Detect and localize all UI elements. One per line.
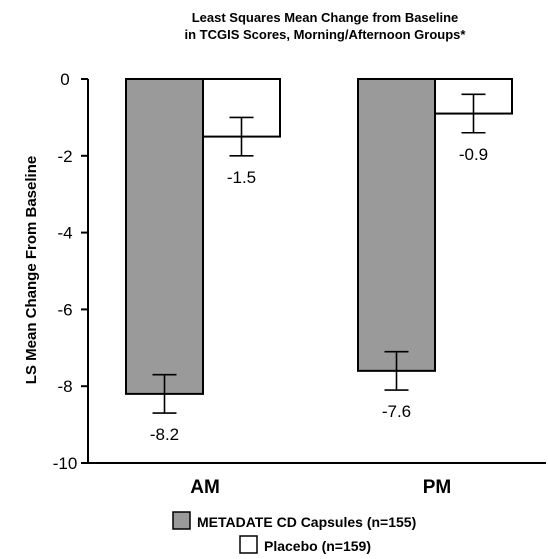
data-label: -8.2: [150, 425, 179, 444]
y-tick-label: 0: [60, 70, 69, 89]
legend-swatch: [172, 511, 191, 530]
x-tick-label: PM: [423, 477, 452, 498]
data-label: -0.9: [459, 145, 488, 164]
chart-title-line-1: Least Squares Mean Change from Baseline: [192, 10, 459, 25]
data-label: -1.5: [227, 168, 256, 187]
plot-area: 0 -2 -4 -6 -8 -10 -8.2 -1.5 AM -7.6 -0.9 PM: [53, 70, 546, 498]
y-tick-label: -6: [57, 300, 72, 319]
y-tick-label: -8: [57, 377, 72, 396]
bar: [125, 78, 204, 395]
legend-swatch: [239, 535, 258, 554]
y-tick-label: -10: [53, 454, 78, 473]
y-tick-label: -4: [57, 224, 72, 243]
y-axis-label: LS Mean Change From Baseline: [23, 156, 40, 384]
legend-label: Placebo (n=159): [264, 538, 371, 554]
x-tick-label: AM: [190, 477, 220, 498]
data-label: -7.6: [382, 402, 411, 421]
y-tick-label: -2: [57, 147, 72, 166]
bar: [357, 78, 436, 372]
legend: METADATE CD Capsules (n=155) Placebo (n=1…: [172, 511, 416, 554]
chart-title-line-2: in TCGIS Scores, Morning/Afternoon Group…: [185, 27, 467, 42]
legend-label: METADATE CD Capsules (n=155): [197, 514, 416, 530]
